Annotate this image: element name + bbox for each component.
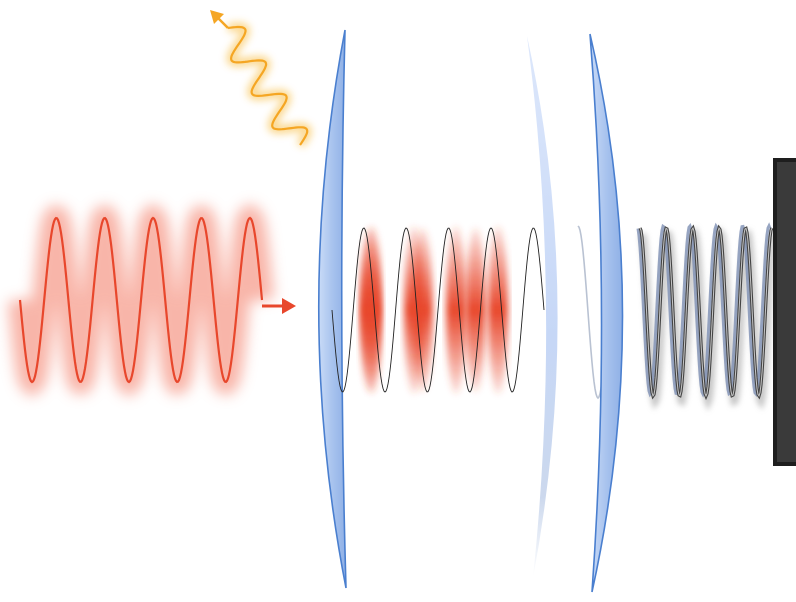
incident-wave	[8, 203, 274, 397]
detector	[773, 158, 796, 466]
intracavity-element	[527, 36, 558, 578]
standing-wave-lobe	[488, 226, 508, 394]
standing-wave-lobe	[362, 226, 382, 394]
incident-arrow	[262, 298, 296, 314]
reflected-arrow	[210, 10, 229, 29]
standing-wave-outline	[331, 227, 545, 393]
input-mirror	[317, 29, 347, 589]
reflected-wave	[226, 22, 312, 148]
output-mirror	[589, 33, 624, 593]
transmitted-wave	[636, 222, 778, 412]
standing-wave-lobe	[446, 226, 466, 394]
standing-wave-lobe	[465, 228, 486, 392]
cavity-standing-wave	[331, 226, 545, 394]
standing-wave-lobe	[404, 226, 424, 394]
